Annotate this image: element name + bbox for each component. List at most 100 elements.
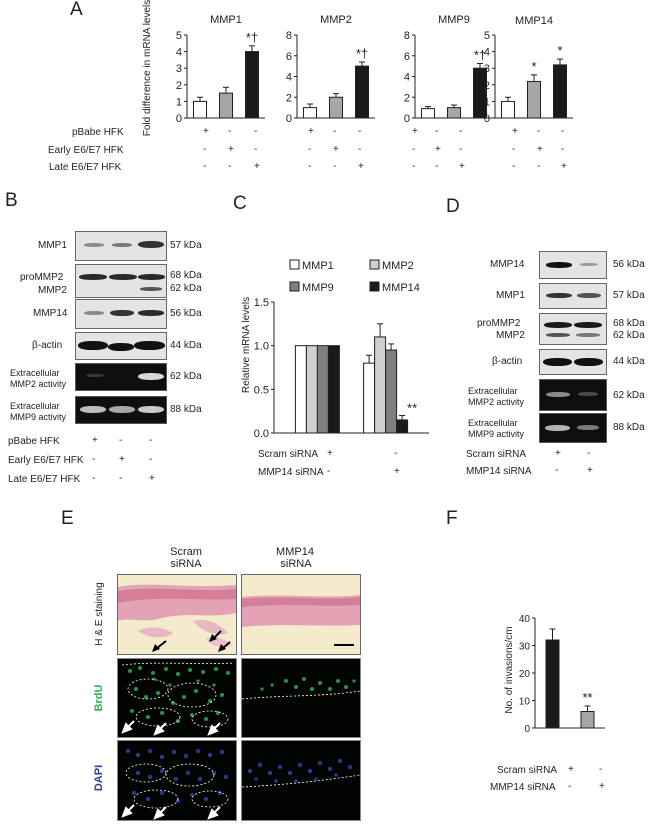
significance-label: *†	[356, 46, 368, 61]
bar	[545, 639, 560, 729]
panel-c-row-label-mmp14: MMP14 siRNA	[258, 467, 324, 478]
chart-mmp14: 0 1 2 3 4 5 MMP14 * *	[484, 15, 573, 125]
sign-cell: +	[568, 764, 574, 775]
significance-label: **	[407, 401, 417, 416]
y-tick-label: 0	[176, 113, 182, 125]
panel-d-label-mmp2-activity: MMP2 activity	[468, 397, 525, 407]
bar	[374, 336, 387, 434]
panel-b-label-mmp2-activity: MMP2 activity	[10, 379, 67, 389]
y-tick-label: 5	[484, 30, 490, 42]
panel-b-row-label-early: Early E6/E7 HFK	[8, 455, 84, 466]
sign-cell: -	[435, 126, 439, 137]
y-tick-label: 4	[286, 72, 292, 84]
bar	[473, 67, 487, 119]
sign-cell: +	[459, 161, 465, 172]
image-he-scram	[117, 574, 237, 655]
sign-cell: -	[228, 161, 232, 172]
panel-b-label-mmp9-activity: MMP9 activity	[10, 412, 67, 422]
sign-cell: -	[512, 144, 516, 155]
y-tick-label: 0.0	[254, 428, 269, 440]
sign-cell: +	[228, 144, 234, 155]
significance-label: *	[531, 59, 536, 74]
panel-d-kda-56: 56 kDa	[613, 259, 645, 270]
panel-d-label-mmp14: MMP14	[490, 259, 525, 270]
y-tick-label: 0	[404, 113, 410, 125]
significance-label: *†	[474, 48, 486, 63]
y-tick-label: 1	[484, 96, 490, 108]
blot-d-mmp2	[539, 313, 607, 345]
sign-cell: +	[119, 454, 125, 465]
chart-title: MMP2	[320, 14, 352, 26]
y-tick-label: 8	[286, 30, 292, 42]
panel-label-a: A	[70, 0, 83, 20]
sign-cell: -	[327, 466, 331, 477]
panel-a-row-label-early: Early E6/E7 HFK	[48, 145, 124, 156]
bar	[327, 345, 340, 434]
sign-cell: +	[254, 161, 260, 172]
y-tick-label: 2	[176, 80, 182, 92]
panel-f-chart: No. of invasions/cm 0 10 20 30 40 **	[504, 614, 605, 735]
panel-b-kda-68: 68 kDa	[170, 270, 202, 281]
significance-label: *	[557, 43, 562, 58]
gel-b-mmp2-activity	[75, 363, 167, 391]
sign-cell: -	[358, 126, 362, 137]
y-tick-label: 0	[524, 724, 530, 735]
panel-f-row-label-mmp14: MMP14 siRNA	[490, 782, 556, 793]
bar	[501, 100, 515, 119]
panel-e-row-label-dapi: DAPI	[93, 765, 105, 791]
panel-e-col-mmp14-sirna: siRNA	[280, 558, 312, 570]
panel-c-ylabel: Relative mRNA levels	[241, 297, 252, 393]
chart-sirna-mrna: 0.0 0.5 1.0 1.5 ** MMP1 MMP2 MMP9 MMP14	[254, 259, 429, 440]
sign-cell: +	[92, 435, 98, 446]
panel-label-c: C	[233, 193, 247, 214]
sign-cell: -	[308, 144, 312, 155]
blot-d-mmp14	[539, 251, 607, 279]
panel-d-kda-88: 88 kDa	[613, 422, 645, 433]
panel-a-charts: Fold difference in mRNA levels 0 1 2 3 4 5 MMP…	[142, 0, 573, 136]
sign-cell: +	[333, 144, 339, 155]
panel-c-chart: Relative mRNA levels 0.0 0.5 1.0 1.5 ** MMP1 M…	[241, 259, 429, 440]
legend-swatch	[289, 259, 300, 270]
panel-d-kda-44: 44 kDa	[613, 356, 645, 367]
panel-d-label-actin: β-actin	[492, 356, 523, 367]
panel-b-kda-57: 57 kDa	[170, 240, 202, 251]
panel-f-row-label-scram: Scram siRNA	[497, 765, 558, 776]
sign-cell: +	[587, 465, 593, 476]
y-tick-label: 10	[519, 697, 531, 708]
panel-d-kda-68: 68 kDa	[613, 318, 645, 329]
sign-cell: -	[537, 161, 541, 172]
panel-b-row-label-late: Late E6/E7 HFK	[8, 474, 81, 485]
sign-cell: +	[203, 126, 209, 137]
blot-b-mmp1	[75, 231, 167, 261]
sign-cell: -	[149, 454, 153, 465]
chart-mmp2: 0 2 4 6 8 MMP2 *†	[286, 14, 375, 125]
y-tick-label: 4	[484, 47, 490, 59]
legend-label: MMP14	[382, 282, 420, 294]
panel-e-row-label-he: H & E staining	[94, 582, 105, 645]
bar	[219, 92, 233, 119]
image-he-mmp14	[241, 574, 361, 655]
image-dapi-mmp14	[241, 740, 361, 821]
panel-d-label-mmp1: MMP1	[496, 290, 525, 301]
bar	[553, 64, 567, 119]
panel-e-col-scram-sirna: siRNA	[170, 558, 202, 570]
panel-b-label-actin: β-actin	[32, 340, 63, 351]
sign-cell: -	[599, 764, 603, 775]
sign-cell: +	[412, 126, 418, 137]
panel-b-label-mmp14: MMP14	[33, 308, 68, 319]
sign-cell: -	[254, 126, 258, 137]
sign-cell: -	[561, 144, 565, 155]
panel-d-label-mmp9-activity: MMP9 activity	[468, 429, 525, 439]
legend-swatch	[369, 281, 380, 292]
blot-d-mmp1	[539, 283, 607, 309]
panel-e-row-brdu: BrdU	[93, 685, 105, 712]
sign-cell: +	[561, 161, 567, 172]
sign-cell: -	[587, 448, 591, 459]
panel-e-col-scram: Scram	[170, 546, 202, 558]
panel-b-kda-62b: 62 kDa	[170, 371, 202, 382]
sign-cell: -	[203, 144, 207, 155]
chart-title: MMP9	[438, 14, 470, 26]
bar	[193, 100, 207, 119]
sign-cell: +	[327, 448, 333, 459]
sign-cell: -	[92, 454, 96, 465]
